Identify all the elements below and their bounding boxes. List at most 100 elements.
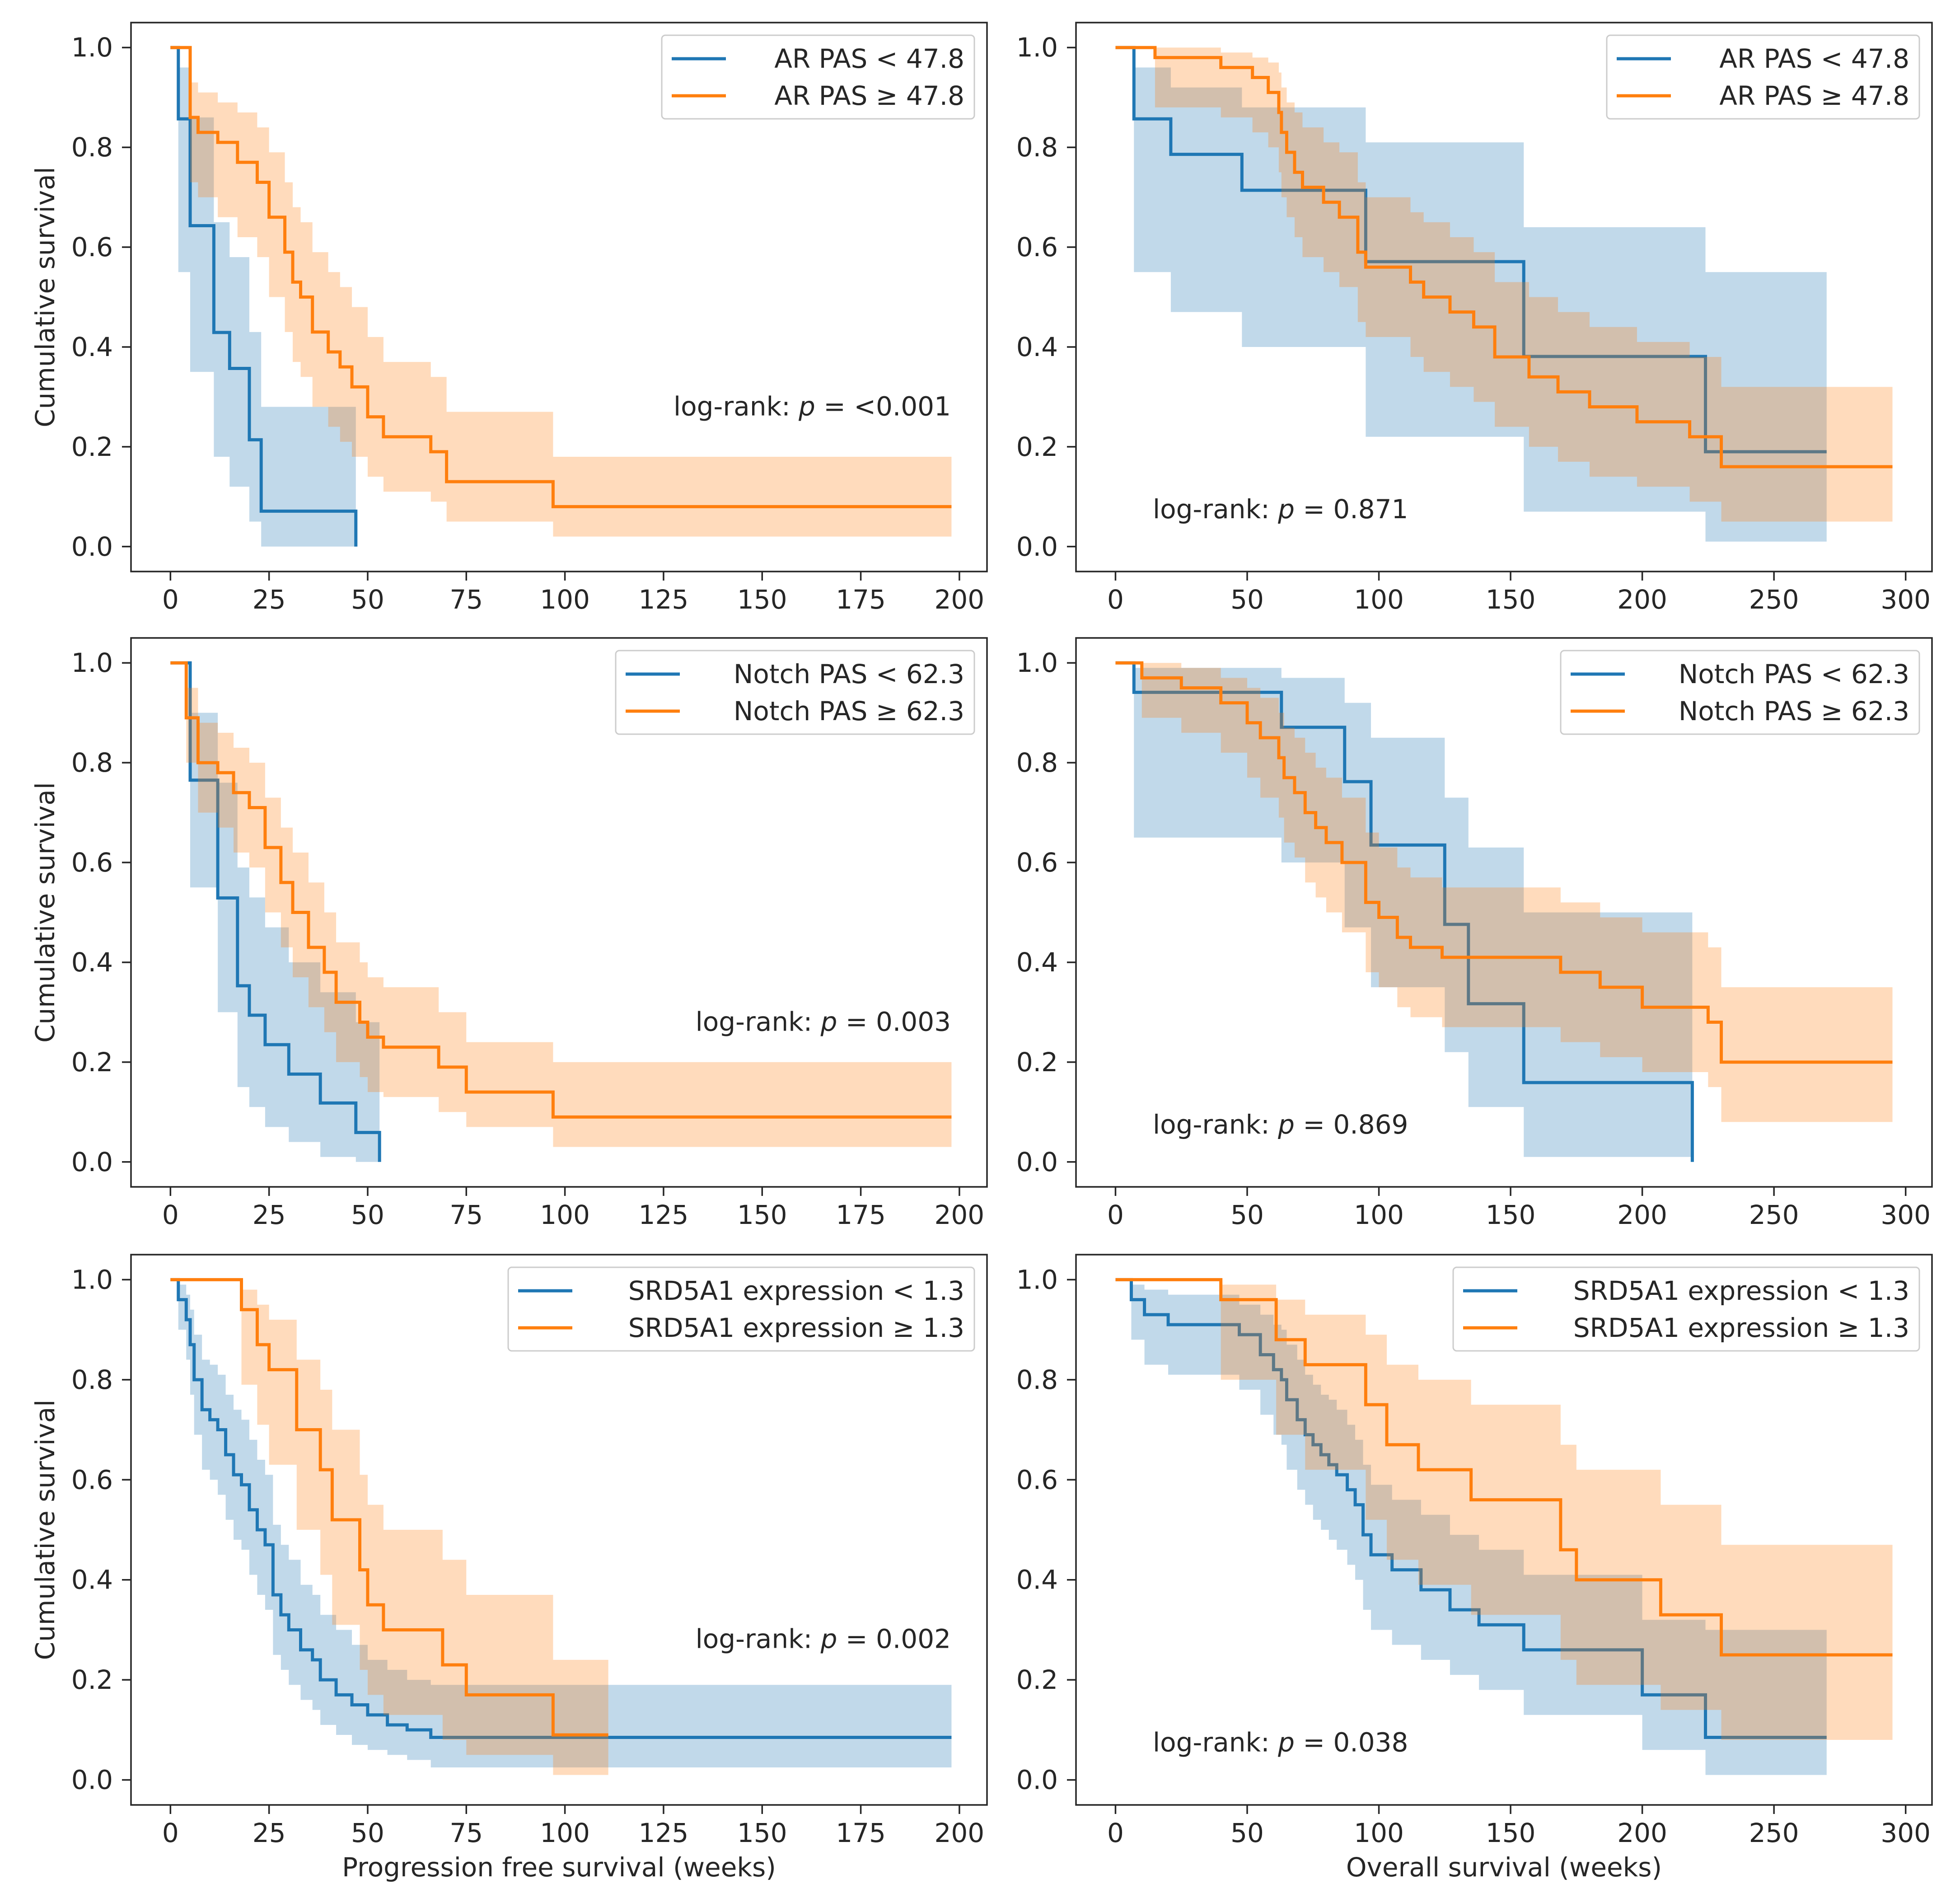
legend-box (615, 650, 975, 735)
y-tick-label: 0.6 (71, 232, 113, 262)
y-tick-label: 0.8 (71, 1364, 113, 1395)
x-tick-label: 200 (1617, 1200, 1667, 1230)
logrank-annotation: log-rank: p = 0.003 (696, 1007, 951, 1037)
axes-frame (130, 637, 988, 1188)
x-tick-label: 0 (1107, 1200, 1124, 1230)
x-tick-label: 150 (737, 584, 787, 615)
x-tick-label: 300 (1880, 584, 1931, 615)
axes-frame (1075, 637, 1933, 1188)
y-tick-label: 0.0 (71, 531, 113, 562)
legend-entry: AR PAS < 47.8 (1719, 43, 1909, 74)
x-tick-label: 100 (1354, 584, 1404, 615)
x-tick-label: 50 (351, 584, 384, 615)
km-curve-low (170, 661, 381, 1162)
ci-band-high (1115, 1279, 1893, 1740)
logrank-annotation: log-rank: p = 0.002 (696, 1624, 951, 1654)
x-tick-label: 150 (1486, 584, 1536, 615)
x-tick-label: 50 (351, 1200, 384, 1230)
y-tick-label: 0.2 (71, 431, 113, 462)
y-tick-label: 1.0 (1016, 647, 1058, 678)
logrank-annotation: log-rank: p = 0.871 (1153, 494, 1408, 525)
y-tick-label: 0.0 (1016, 1765, 1058, 1795)
legend-entry: Notch PAS ≥ 62.3 (734, 696, 964, 726)
km-curve-low (1115, 661, 1694, 1162)
x-tick-label: 100 (540, 1200, 590, 1230)
y-tick-label: 1.0 (71, 1264, 113, 1295)
x-tick-label: 100 (540, 584, 590, 615)
legend-entry: AR PAS < 47.8 (774, 43, 964, 74)
x-tick-label: 250 (1749, 584, 1799, 615)
x-tick-label: 50 (1230, 1818, 1264, 1848)
x-tick-label: 0 (1107, 1818, 1124, 1848)
km-curve-high (1115, 1278, 1893, 1657)
legend-box (1606, 34, 1920, 120)
ci-band-high (1115, 47, 1893, 522)
ci-band-low (1115, 663, 1693, 1162)
km-curve-low (170, 1278, 952, 1739)
ci-band-low (170, 47, 356, 547)
legend-box (1452, 1266, 1920, 1352)
x-tick-label: 75 (449, 1200, 483, 1230)
logrank-annotation: log-rank: p = <0.001 (674, 391, 951, 422)
y-tick-label: 0.4 (1016, 332, 1058, 362)
legend-entry: AR PAS ≥ 47.8 (1719, 80, 1909, 111)
legend: AR PAS < 47.8 AR PAS ≥ 47.8 (661, 34, 975, 120)
y-tick-label: 0.8 (71, 132, 113, 163)
x-tick-label: 50 (1230, 1200, 1264, 1230)
y-tick-label: 0.6 (71, 847, 113, 878)
legend-entry: Notch PAS < 62.3 (734, 659, 964, 689)
y-tick-label: 0.6 (1016, 847, 1058, 878)
legend-box (661, 34, 975, 120)
x-tick-label: 150 (1486, 1818, 1536, 1848)
y-tick-label: 0.2 (1016, 1664, 1058, 1695)
legend-box (1560, 650, 1920, 735)
legend-box (507, 1266, 975, 1352)
x-tick-label: 25 (253, 1818, 286, 1848)
legend-entry: SRD5A1 expression ≥ 1.3 (628, 1312, 964, 1343)
x-tick-label: 200 (935, 1818, 985, 1848)
panel-p6: 0 50 100 150 200 250 300 0.0 0.2 0.4 0.6 0.8 1.0 Over… (1016, 1254, 1933, 1883)
x-tick-label: 50 (351, 1818, 384, 1848)
ci-band-high (170, 663, 952, 1147)
legend-entry: Notch PAS ≥ 62.3 (1679, 696, 1909, 726)
km-curve-low (170, 46, 358, 547)
panel-p1: 0 25 50 75 100 125 150 175 200 0.0 0.2 0.4 0.6 0.8 1.0… (30, 22, 988, 615)
km-curve-high (170, 661, 952, 1119)
legend-entry: SRD5A1 expression ≥ 1.3 (1573, 1312, 1909, 1343)
y-tick-label: 1.0 (71, 32, 113, 63)
y-tick-label: 0.6 (71, 1464, 113, 1495)
axes-frame (1075, 22, 1933, 572)
y-tick-label: 0.0 (1016, 1147, 1058, 1177)
x-tick-label: 200 (1617, 584, 1667, 615)
y-tick-label: 0.6 (1016, 1464, 1058, 1495)
x-tick-label: 100 (540, 1818, 590, 1848)
axes-frame (130, 22, 988, 572)
x-tick-label: 175 (836, 584, 886, 615)
y-tick-label: 0.8 (1016, 132, 1058, 163)
y-tick-label: 0.4 (1016, 1565, 1058, 1595)
ci-band-low (170, 1279, 952, 1767)
ci-band-high (170, 47, 952, 537)
km-curve-high (170, 46, 952, 508)
y-axis-label: Cumulative survival (30, 167, 61, 427)
legend-entry: SRD5A1 expression < 1.3 (1573, 1275, 1909, 1306)
y-tick-label: 0.6 (1016, 232, 1058, 262)
y-tick-label: 0.4 (1016, 947, 1058, 978)
ci-band-low (1115, 1279, 1827, 1775)
y-tick-label: 0.2 (1016, 431, 1058, 462)
axes-frame (130, 1254, 988, 1806)
y-axis-label: Cumulative survival (30, 782, 61, 1043)
legend: Notch PAS < 62.3 Notch PAS ≥ 62.3 (1560, 650, 1920, 735)
x-tick-label: 200 (1617, 1818, 1667, 1848)
km-curve-high (170, 1278, 608, 1737)
km-curve-low (1115, 1278, 1827, 1739)
x-tick-label: 200 (935, 1200, 985, 1230)
panel-p5: 0 25 50 75 100 125 150 175 200 0.0 0.2 0.4 0.6 0.8 1.0… (30, 1254, 988, 1883)
x-tick-label: 0 (162, 1818, 179, 1848)
km-curve-high (1115, 46, 1893, 469)
legend: SRD5A1 expression < 1.3 SRD5A1 expression… (1452, 1266, 1920, 1352)
x-tick-label: 300 (1880, 1200, 1931, 1230)
x-tick-label: 50 (1230, 584, 1264, 615)
x-tick-label: 175 (836, 1818, 886, 1848)
